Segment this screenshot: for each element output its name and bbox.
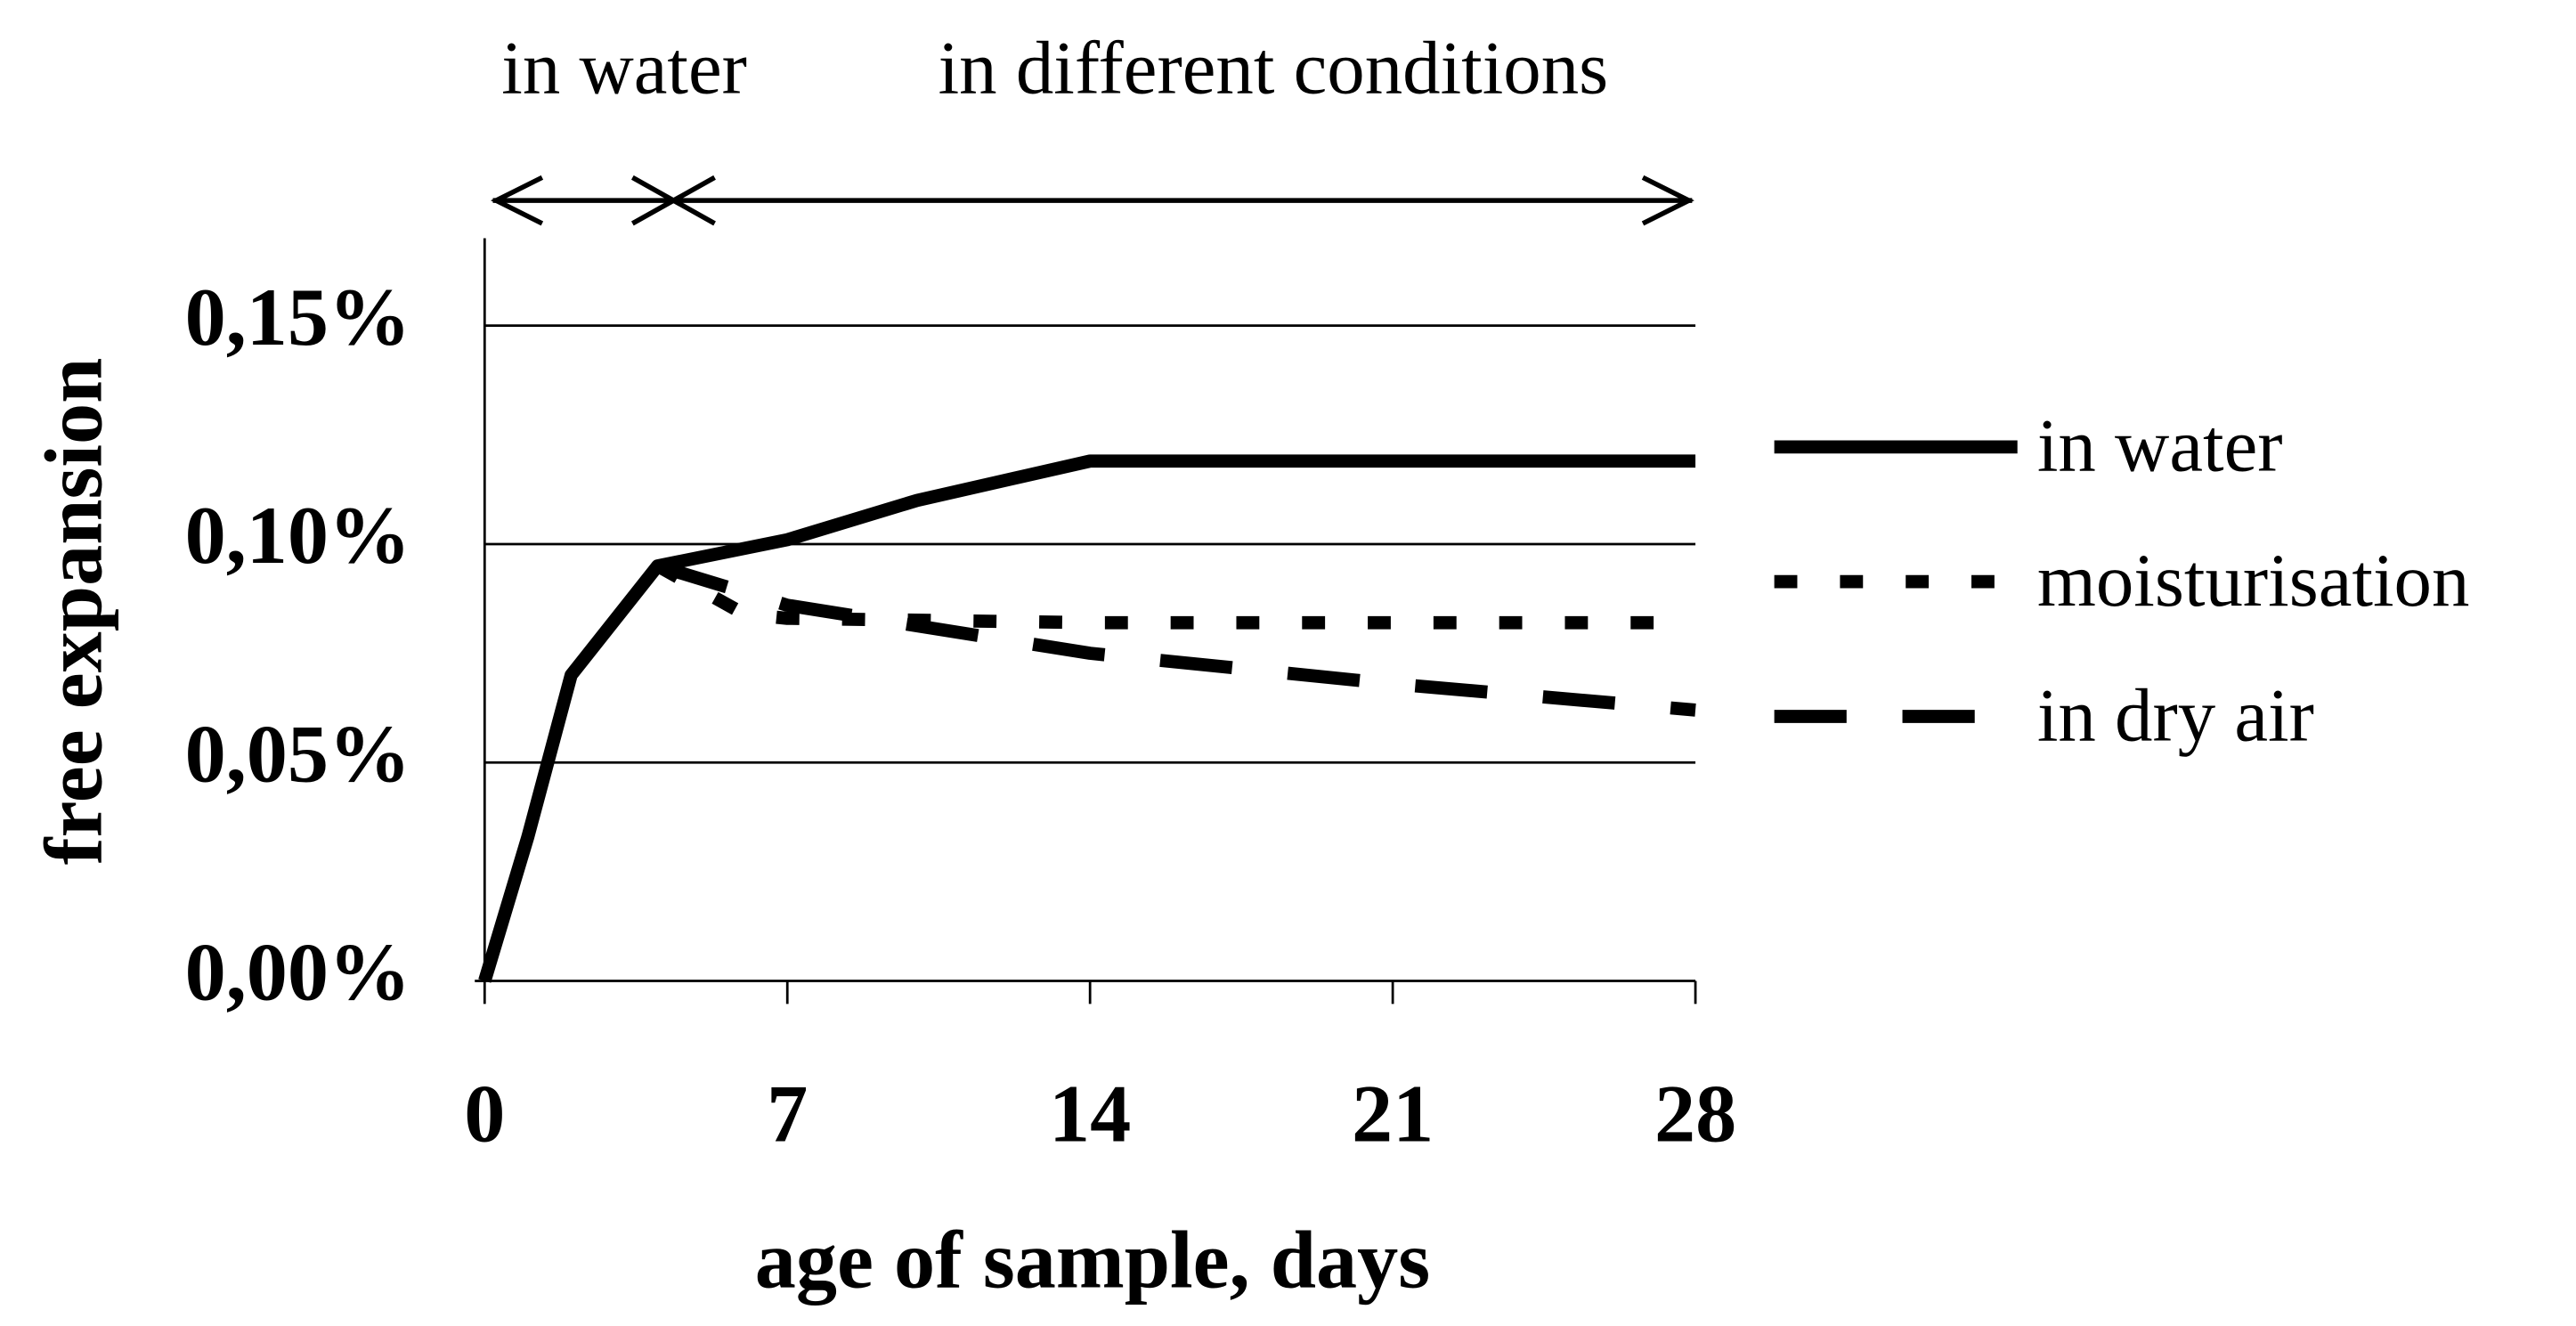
x-tick-label: 0 xyxy=(464,1068,505,1159)
line-series xyxy=(654,560,1696,630)
y-axis-title: free expansion xyxy=(28,358,118,866)
x-tick-label: 7 xyxy=(767,1068,808,1159)
y-tick-label: 0,05% xyxy=(185,708,411,799)
line-series xyxy=(478,454,1696,983)
y-tick-label: 0,10% xyxy=(185,490,411,581)
line-series xyxy=(655,559,1696,717)
x-tick-label: 21 xyxy=(1352,1068,1434,1159)
annotation: in water xyxy=(501,26,747,110)
legend-label: in dry air xyxy=(2037,673,2314,757)
y-tick-label: 0,00% xyxy=(185,927,411,1018)
period-arrows xyxy=(491,175,1694,226)
x-tick-label: 14 xyxy=(1049,1068,1131,1159)
legend-label: in water xyxy=(2037,404,2283,488)
x-axis-title: age of sample, days xyxy=(755,1215,1431,1306)
annotation: in different conditions xyxy=(939,26,1609,110)
x-tick-label: 28 xyxy=(1654,1068,1736,1159)
legend-label: moisturisation xyxy=(2037,539,2470,622)
y-tick-label: 0,15% xyxy=(185,272,411,362)
